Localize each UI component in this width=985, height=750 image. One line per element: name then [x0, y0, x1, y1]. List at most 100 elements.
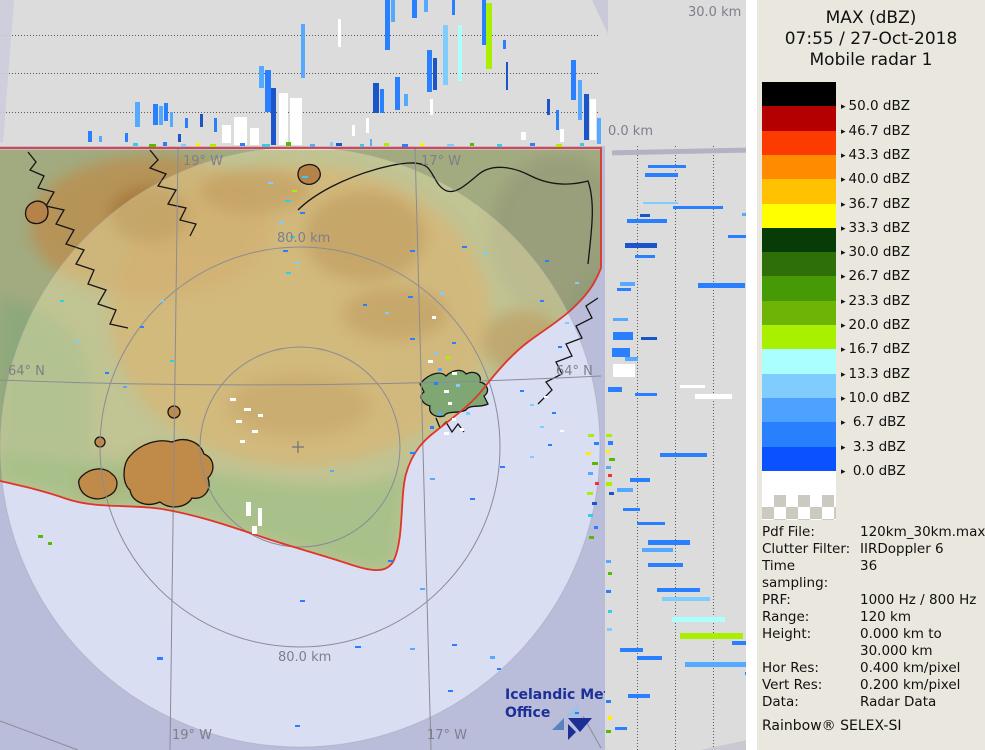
scale-arrow-icon: ▸: [841, 223, 846, 234]
info-value: 0.000 km to 30.000 km: [860, 626, 942, 659]
scale-arrow-icon: ▸: [841, 442, 846, 453]
scale-tick-label: ▸ 13.3 dBZ: [841, 365, 910, 382]
top-profile-gridline: [0, 73, 600, 74]
radar-center-crosshair: [292, 441, 304, 453]
meridian-17w: [414, 147, 432, 750]
scale-tick-label: ▸ 50.0 dBZ: [841, 98, 910, 115]
info-row: Pdf File: 120km_30km.max: [762, 524, 985, 541]
scale-tick-label: ▸ 26.7 dBZ: [841, 268, 910, 285]
scale-color-block: [762, 446, 836, 472]
info-value: Radar Data: [860, 694, 937, 710]
scale-arrow-icon: ▸: [841, 393, 846, 404]
graticule: [0, 146, 602, 750]
scale-below-block: [762, 470, 836, 496]
info-row: Clutter Filter: IIRDoppler 6: [762, 541, 982, 558]
scale-color-block: [762, 203, 836, 229]
scale-arrow-icon: ▸: [841, 175, 846, 186]
info-label: Data:: [762, 694, 799, 710]
scale-arrow-icon: ▸: [841, 126, 846, 137]
scale-color-block: [762, 300, 836, 326]
right-profile-gridline: [637, 146, 638, 750]
scale-transparent-block: [762, 495, 836, 520]
software-brand: Rainbow® SELEX-SI: [762, 718, 902, 734]
scale-color-block: [762, 227, 836, 253]
scale-tick-label: ▸ 43.3 dBZ: [841, 146, 910, 163]
logo-triangle-icon: [568, 724, 576, 740]
panel-separator: [746, 0, 757, 750]
right-profile-gridline: [675, 146, 676, 750]
scale-tick-label: ▸ 46.7 dBZ: [841, 122, 910, 139]
logo-text-line1: Icelandic Met: [505, 687, 605, 703]
scale-color-block: [762, 373, 836, 399]
logo-triangle-icon: [568, 718, 592, 732]
scale-arrow-icon: ▸: [841, 466, 846, 477]
range-ring-40km: [199, 346, 401, 548]
scale-arrow-icon: ▸: [841, 199, 846, 210]
scale-tick-label: ▸ 20.0 dBZ: [841, 317, 910, 333]
scale-color-block: [762, 276, 836, 302]
scale-color-block: [762, 422, 836, 447]
scale-tick-label: ▸ 6.7 dBZ: [841, 414, 906, 431]
info-value: 0.400 km/pixel: [860, 660, 961, 676]
info-row: Height: 0.000 km to 30.000 km: [762, 626, 982, 660]
timestamp: 07:55 / 27-Oct-2018: [784, 29, 958, 49]
map-svg: Icelandic Met Office: [0, 146, 611, 750]
scale-tick-label: ▸ 23.3 dBZ: [841, 292, 910, 309]
range-ring-80km: [99, 246, 501, 648]
scale-color-block: [762, 325, 836, 350]
scale-color-block: [762, 130, 836, 156]
right-profile-gridline: [713, 146, 714, 750]
scale-arrow-icon: ▸: [841, 345, 846, 356]
scale-color-block: [762, 252, 836, 277]
color-scale: ▸ 50.0 dBZ ▸ 46.7 dBZ ▸ 43.3 dBZ ▸ 40.0 dBZ ▸ 36.…: [762, 0, 985, 750]
info-label: Hor Res:: [762, 660, 819, 676]
scale-tick-label: ▸ 3.3 dBZ: [841, 438, 906, 455]
info-label: Vert Res:: [762, 677, 823, 693]
info-label: PRF:: [762, 592, 791, 608]
info-row: Vert Res: 0.200 km/pixel: [762, 677, 982, 694]
info-value: 1000 Hz / 800 Hz: [860, 592, 977, 608]
scale-tick-label: ▸ 36.7 dBZ: [841, 195, 910, 212]
scale-tick-label: ▸ 16.7 dBZ: [841, 341, 910, 358]
range-ring-120km: [0, 146, 601, 748]
scale-arrow-icon: ▸: [841, 272, 846, 283]
info-row: Hor Res: 0.400 km/pixel: [762, 660, 982, 677]
scale-arrow-icon: ▸: [841, 321, 846, 331]
product-title: MAX (dBZ): [825, 8, 917, 28]
legend-header: MAX (dBZ) 07:55 / 27-Oct-2018 Mobile rad…: [757, 8, 985, 71]
info-row: Data: Radar Data: [762, 694, 982, 711]
radar-name: Mobile radar 1: [809, 50, 933, 70]
radar-map: Icelandic Met Office: [0, 146, 611, 750]
top-profile-gridline: [0, 112, 600, 113]
scale-color-block: [762, 349, 836, 375]
info-label: Pdf File:: [762, 524, 815, 540]
info-table: Pdf File: 120km_30km.max Clutter Filter: II…: [762, 524, 985, 735]
meridian-19w: [169, 147, 179, 750]
scale-tick-label: ▸ 30.0 dBZ: [841, 244, 910, 261]
info-value: 120 km: [860, 609, 912, 625]
met-office-logo: Icelandic Met Office: [505, 687, 611, 740]
legend-panel: MAX (dBZ) 07:55 / 27-Oct-2018 Mobile rad…: [757, 0, 985, 750]
scale-arrow-icon: ▸: [841, 102, 846, 113]
info-value: 0.200 km/pixel: [860, 677, 961, 693]
scale-color-block: [762, 106, 836, 132]
scale-arrow-icon: ▸: [841, 248, 846, 259]
parallel-64n: [0, 375, 602, 386]
scale-tick-label: ▸ 33.3 dBZ: [841, 219, 910, 236]
scale-arrow-icon: ▸: [841, 418, 846, 429]
scale-tick-label: ▸ 10.0 dBZ: [841, 389, 910, 406]
scale-arrow-icon: ▸: [841, 296, 846, 307]
logo-triangle-icon: [552, 718, 564, 730]
scale-color-block: [762, 179, 836, 204]
scale-arrow-icon: ▸: [841, 150, 846, 161]
radar-coverage-boundary: [0, 147, 602, 572]
info-value: 120km_30km.max: [860, 524, 985, 540]
info-label: Time sampling:: [762, 558, 829, 591]
info-value: 36: [860, 558, 878, 574]
info-value: IIRDoppler 6: [860, 541, 944, 557]
scale-color-block: [762, 154, 836, 180]
scale-color-block: [762, 397, 836, 423]
logo-text-line2: Office: [505, 705, 550, 721]
info-row: PRF: 1000 Hz / 800 Hz: [762, 592, 982, 609]
